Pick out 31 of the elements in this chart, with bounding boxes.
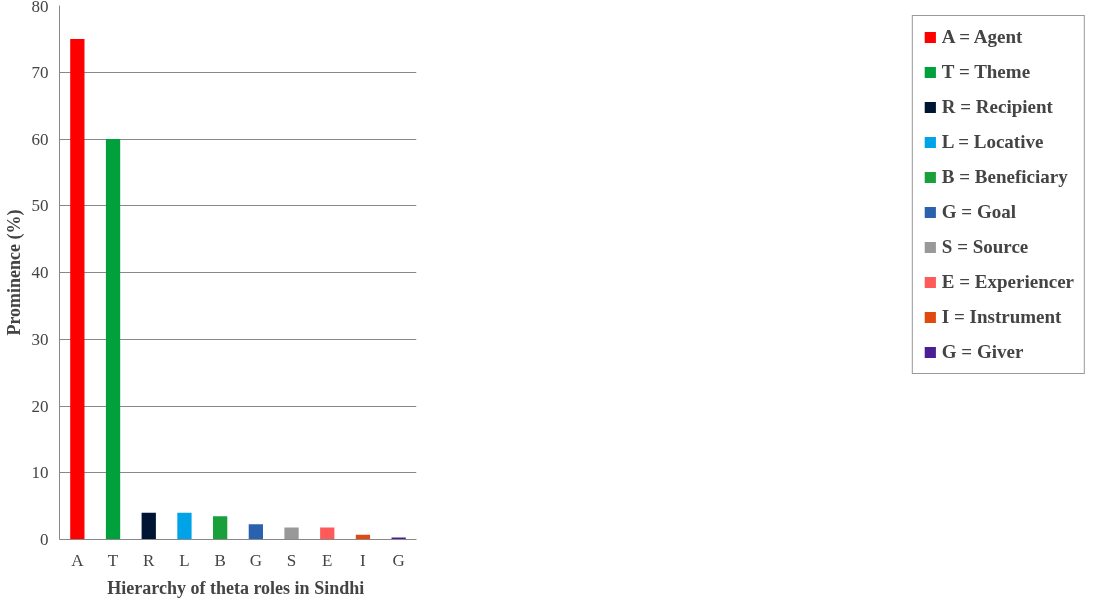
x-tick-label: G: [249, 550, 262, 570]
legend-label: G = Goal: [941, 201, 1016, 223]
y-axis-title: Prominence (%): [3, 209, 25, 336]
y-tick-label: 50: [31, 196, 49, 216]
legend-label: I = Instrument: [941, 306, 1062, 328]
x-tick-label: I: [360, 550, 367, 570]
x-tick-label: E: [322, 550, 333, 570]
legend-label: L = Locative: [941, 131, 1044, 153]
y-tick-label: 80: [31, 0, 49, 16]
x-tick-label: G: [392, 550, 405, 570]
y-tick-label: 70: [31, 62, 49, 82]
x-tick-label: A: [71, 550, 85, 570]
x-tick-label: B: [214, 550, 226, 570]
legend-label: R = Recipient: [941, 96, 1053, 118]
legend-label: E = Experiencer: [941, 271, 1074, 293]
x-tick-label: L: [179, 550, 190, 570]
y-tick-label: 0: [40, 530, 49, 549]
x-tick-label: T: [107, 550, 119, 570]
y-tick-label: 30: [31, 329, 49, 349]
y-tick-label: 60: [31, 129, 49, 149]
legend-label: S = Source: [941, 236, 1029, 258]
x-tick-label: R: [143, 550, 156, 570]
y-tick-label: 10: [31, 463, 49, 483]
y-tick-label: 20: [31, 396, 49, 416]
y-tick-label: 40: [31, 263, 49, 282]
legend-label: G = Giver: [941, 341, 1024, 363]
legend-label: B = Beneficiary: [941, 166, 1068, 188]
legend-label: T = Theme: [941, 61, 1031, 83]
x-tick-label: S: [286, 550, 297, 570]
legend-label: A = Agent: [941, 26, 1023, 48]
x-axis-title: Hierarchy of theta roles in Sindhi: [107, 577, 365, 598]
